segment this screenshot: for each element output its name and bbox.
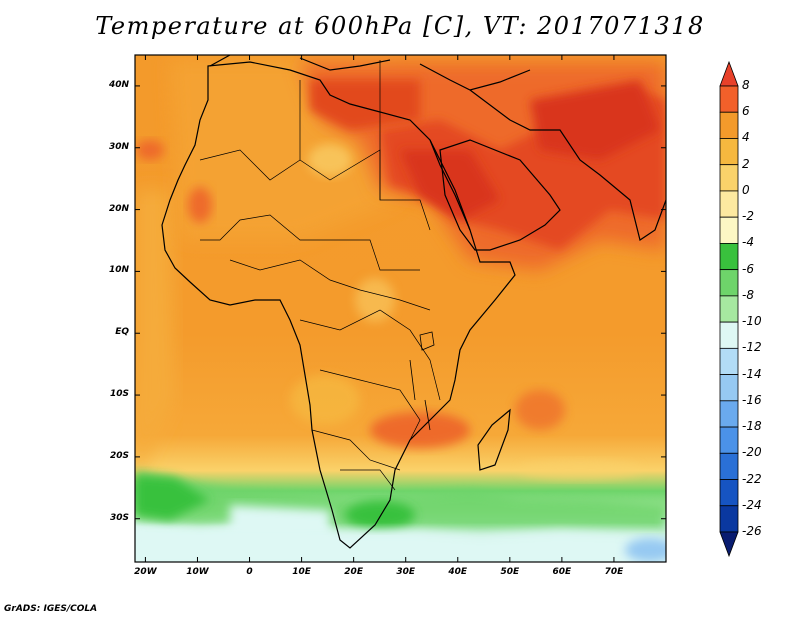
chart-title: Temperature at 600hPa [C], VT: 201707131… xyxy=(95,12,705,40)
colorbar-segment xyxy=(719,295,739,323)
lon-label: 70E xyxy=(604,567,624,577)
colorbar-segment xyxy=(719,190,739,218)
colorbar-label: 8 xyxy=(742,78,750,92)
colorbar-segment xyxy=(719,505,739,533)
colorbar-segment xyxy=(719,164,739,192)
grads-credit: GrADS: IGES/COLA xyxy=(4,604,98,614)
lon-label: 10E xyxy=(292,567,311,577)
lon-label: 30E xyxy=(396,567,416,577)
colorbar-segment xyxy=(719,452,739,480)
lat-label: 20N xyxy=(108,203,129,214)
lat-label: 20S xyxy=(109,450,129,461)
colorbar-segment xyxy=(719,243,739,271)
colorbar-label: -14 xyxy=(742,366,762,381)
colorbar-segment xyxy=(719,111,739,139)
lat-label: 30N xyxy=(108,141,129,152)
colorbar-segment xyxy=(719,479,739,507)
colorbar-segment xyxy=(719,269,739,297)
colorbar-label: 2 xyxy=(742,156,750,171)
lon-label: 0 xyxy=(246,567,253,577)
lon-label: 20E xyxy=(344,567,363,577)
colorbar-label: -24 xyxy=(742,497,762,512)
colorbar-label: -2 xyxy=(742,209,754,224)
colorbar-segment xyxy=(719,216,739,244)
colorbar-top-arrow xyxy=(719,60,739,87)
colorbar xyxy=(719,60,739,558)
lon-label: 60E xyxy=(552,567,572,577)
colorbar-label: 0 xyxy=(742,182,750,197)
lat-label: 10S xyxy=(109,389,129,400)
colorbar-segment xyxy=(719,426,739,454)
lon-label: 40E xyxy=(448,567,468,577)
lon-label: 50E xyxy=(500,567,520,577)
colorbar-segment xyxy=(719,85,739,113)
colorbar-label: -12 xyxy=(742,340,762,355)
lat-label: 30S xyxy=(109,512,129,523)
lon-label: 10W xyxy=(186,567,209,577)
colorbar-label: 6 xyxy=(742,104,750,119)
colorbar-segment xyxy=(719,321,739,349)
colorbar-segment xyxy=(719,374,739,402)
temperature-field xyxy=(135,55,666,562)
colorbar-label: -26 xyxy=(742,524,762,538)
colorbar-label: -20 xyxy=(742,445,762,460)
colorbar-segment xyxy=(719,400,739,428)
colorbar-label: -8 xyxy=(742,287,754,302)
coastlines xyxy=(161,55,666,549)
lat-label: EQ xyxy=(115,327,129,338)
colorbar-segment xyxy=(719,138,739,166)
colorbar-label: -18 xyxy=(742,419,762,434)
lat-label: 40N xyxy=(108,79,129,90)
colorbar-label: -6 xyxy=(742,261,754,276)
lat-label: 10N xyxy=(108,265,129,276)
lon-label: 20W xyxy=(134,567,157,577)
colorbar-label: 4 xyxy=(742,130,750,145)
colorbar-label: -10 xyxy=(742,314,762,329)
colorbar-label: -16 xyxy=(742,392,762,407)
colorbar-segment xyxy=(719,347,739,375)
colorbar-label: -4 xyxy=(742,235,754,250)
colorbar-bottom-arrow xyxy=(719,531,739,558)
map-frame xyxy=(134,54,667,563)
colorbar-label: -22 xyxy=(742,471,762,486)
